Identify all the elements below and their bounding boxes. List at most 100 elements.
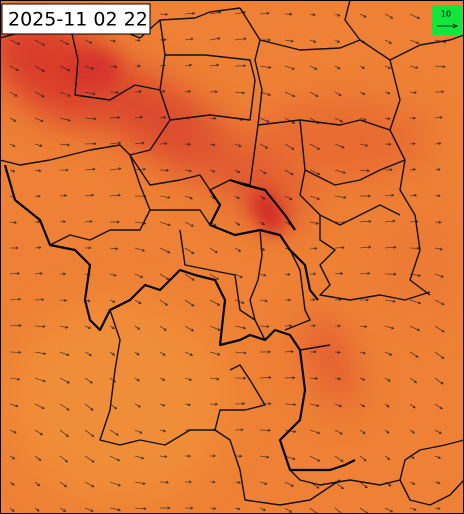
wind-arrow	[109, 455, 121, 462]
wind-arrow	[384, 455, 391, 460]
wind-arrow	[434, 429, 442, 434]
wind-arrow	[334, 272, 344, 275]
border	[208, 178, 319, 301]
wind-arrow	[234, 273, 243, 278]
wind-arrow	[9, 65, 19, 71]
wind-arrow	[309, 91, 319, 97]
wind-arrow	[384, 219, 396, 223]
border	[0, 119, 259, 191]
wind-arrow	[109, 220, 120, 224]
wind-arrow	[434, 116, 443, 119]
wind-arrow	[9, 377, 21, 381]
wind-arrow	[409, 351, 419, 358]
wind-arrow	[434, 220, 442, 224]
wind-arrow	[109, 116, 121, 119]
wind-arrow	[359, 117, 367, 121]
wind-arrow	[209, 10, 222, 15]
wind-arrow	[359, 351, 366, 355]
border	[3, 164, 356, 472]
wind-arrow	[409, 429, 415, 434]
wind-arrow	[409, 116, 417, 120]
wind-arrow	[9, 117, 17, 122]
wind-arrow	[309, 246, 318, 250]
wind-arrow	[259, 507, 266, 511]
wind-arrow	[409, 65, 419, 69]
wind-arrow	[34, 507, 40, 512]
wind-arrow	[334, 65, 341, 70]
wind-arrow	[59, 429, 69, 437]
wind-arrow	[34, 455, 42, 461]
wind-arrow	[334, 324, 341, 328]
wind-arrow	[134, 455, 145, 460]
wind-arrow	[134, 403, 141, 408]
wind-arrow	[334, 350, 341, 354]
wind-arrow	[359, 65, 365, 69]
wind-arrow	[334, 13, 341, 17]
wind-arrow	[434, 142, 442, 145]
wind-arrow	[409, 299, 422, 305]
wind-arrow	[309, 221, 319, 225]
wind-arrow	[434, 168, 441, 172]
wind-arrow	[159, 351, 166, 356]
wind-arrow	[134, 351, 140, 356]
wind-arrow	[409, 13, 421, 20]
wind-arrow	[384, 299, 396, 303]
wind-arrow	[209, 506, 217, 510]
wind-arrow	[309, 298, 316, 302]
wind-arrow	[209, 169, 216, 173]
wind-arrows	[9, 10, 447, 514]
wind-arrow	[59, 168, 69, 172]
wind-arrow	[359, 91, 366, 95]
wind-arrow	[234, 247, 242, 252]
wind-arrow	[134, 38, 141, 42]
wind-arrow	[134, 429, 143, 434]
wind-arrow	[434, 247, 443, 251]
wind-arrow	[309, 324, 316, 328]
wind-arrow	[109, 39, 116, 43]
wind-arrow	[284, 376, 296, 380]
wind-arrow	[334, 455, 344, 463]
wind-arrow	[359, 403, 366, 407]
wind-arrow	[159, 221, 171, 227]
wind-arrow	[84, 39, 93, 44]
wind-arrow	[259, 195, 266, 200]
wind-arrow	[9, 246, 19, 250]
wind-arrow	[334, 195, 347, 199]
wind-arrow	[84, 91, 96, 96]
wind-arrow	[159, 273, 170, 280]
wind-arrow	[84, 351, 92, 356]
wind-arrow	[434, 90, 445, 94]
wind-arrow	[334, 377, 342, 381]
wind-arrow	[259, 402, 272, 406]
wind-arrow	[134, 325, 141, 330]
border	[49, 154, 211, 246]
wind-arrow	[59, 298, 68, 302]
wind-arrow	[234, 169, 241, 173]
wind-arrow	[259, 117, 270, 123]
wind-arrow	[384, 13, 394, 19]
wind-arrow	[84, 377, 93, 384]
wind-arrow	[309, 455, 321, 462]
wind-arrow	[159, 325, 167, 331]
wind-arrow	[384, 142, 392, 146]
wind-arrow	[334, 117, 344, 123]
wind-arrow	[409, 403, 416, 409]
wind-arrow	[309, 143, 321, 150]
border	[159, 19, 256, 121]
wind-arrow	[209, 480, 216, 484]
wind-arrow	[234, 91, 245, 95]
wind-arrow	[34, 298, 45, 302]
wind-arrow	[34, 351, 47, 356]
wind-arrow	[384, 429, 390, 434]
wind-arrow	[284, 403, 297, 406]
wind-arrow	[409, 325, 421, 332]
wind-arrow	[134, 507, 147, 511]
wind-arrow	[384, 91, 391, 95]
wind-arrow	[84, 142, 97, 146]
wind-arrow	[284, 12, 293, 16]
wind-arrow	[384, 117, 391, 120]
wind-arrow	[284, 169, 294, 176]
wind-arrow	[284, 195, 293, 200]
wind-arrow	[209, 143, 216, 147]
wind-arrow	[209, 37, 221, 41]
